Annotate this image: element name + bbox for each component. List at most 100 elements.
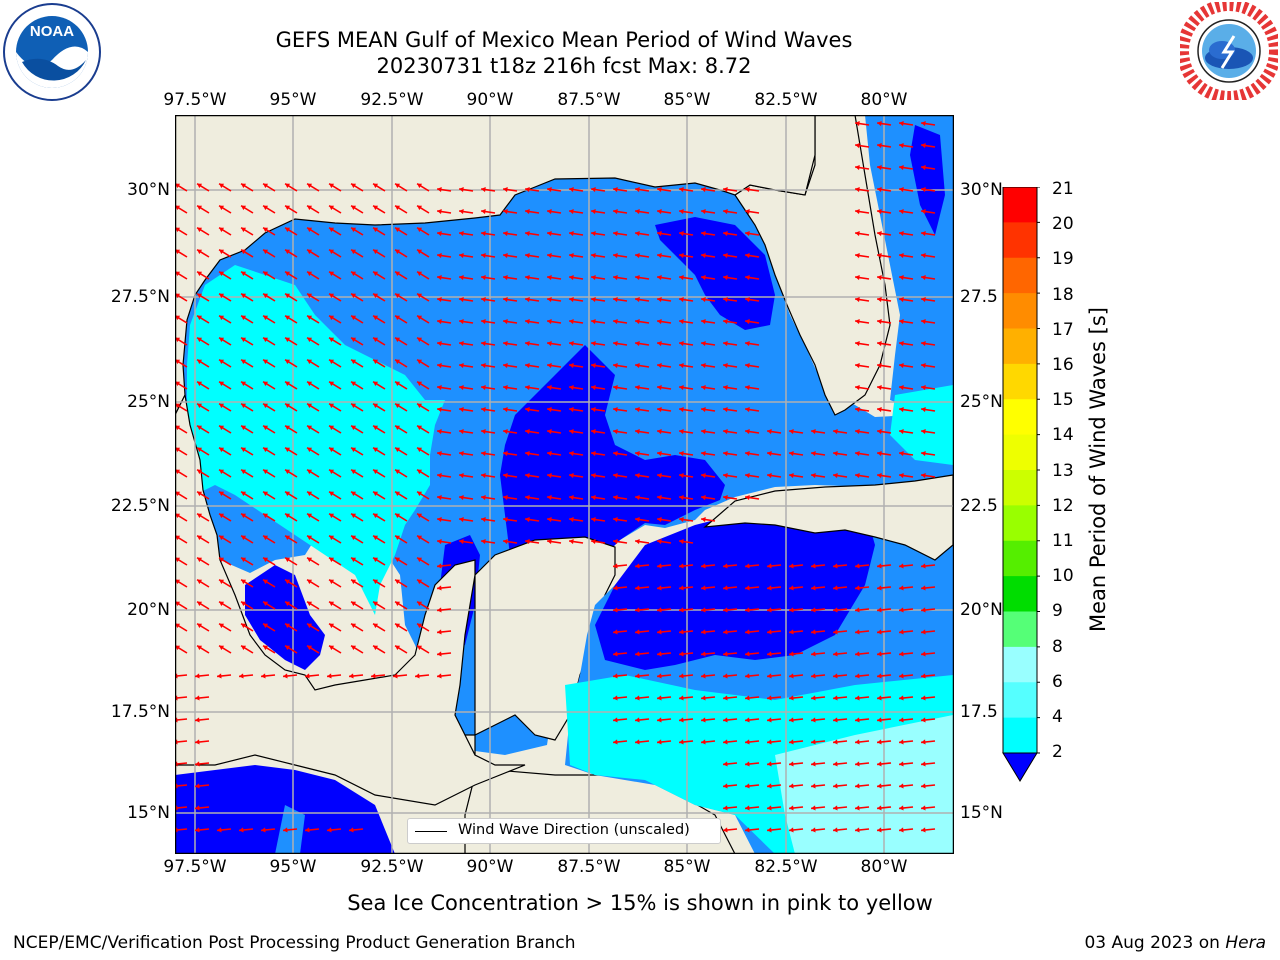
wind-arrow-head [437, 673, 442, 679]
wind-arrow-head [329, 403, 335, 409]
wind-arrow-head [437, 318, 442, 325]
wind-arrow-head [855, 340, 860, 347]
wind-arrow-head [789, 607, 794, 613]
wind-arrow-head [329, 381, 335, 387]
wind-arrow-head [723, 450, 728, 457]
wind-arrow-head [395, 425, 401, 431]
wind-arrow-head [525, 538, 530, 545]
lon-label-top: 97.5°W [163, 90, 227, 110]
wind-arrow-head [767, 761, 772, 767]
wind-arrow-head [285, 557, 291, 563]
wind-arrow-head [197, 579, 203, 585]
wind-arrow-head [767, 450, 772, 457]
wind-arrow-head [635, 428, 640, 435]
wind-arrow-head [701, 494, 706, 501]
wind-arrow-head [307, 337, 313, 343]
wind-arrow-head [219, 645, 225, 651]
wind-arrow-head [307, 227, 313, 233]
gulf-deep-sw [245, 565, 325, 670]
wind-arrow-head [745, 274, 750, 281]
mexico-land [175, 393, 526, 806]
wind-arrow-head [503, 230, 508, 237]
wind-arrow-head [175, 557, 181, 563]
wind-arrow-head [635, 230, 640, 237]
wind-arrow-head [175, 623, 181, 629]
lon-label-bottom: 97.5°W [163, 857, 227, 877]
wind-arrow-head [373, 623, 379, 629]
lat-label-right: 25°N [960, 392, 1003, 412]
wind-arrow-head [921, 186, 926, 193]
wind-arrow-head [701, 274, 706, 281]
wind-arrow-head [679, 563, 684, 569]
wind-arrow-head [417, 447, 423, 453]
wind-arrow-head [175, 535, 181, 541]
wind-arrow-head [767, 428, 772, 435]
wind-arrow-head [197, 491, 203, 497]
wind-arrow-head [285, 315, 291, 321]
wind-arrow-head [745, 186, 750, 193]
wind-arrow-head [745, 406, 750, 413]
lat-label-left: 30°N [127, 180, 170, 200]
wind-arrow-head [395, 579, 401, 585]
wind-arrow-head [899, 783, 904, 789]
wind-arrow-head [855, 585, 860, 591]
wind-arrow-head [373, 227, 379, 233]
caribbean-light [775, 715, 953, 854]
wind-arrow-head [635, 651, 640, 657]
wind-arrow-head [855, 230, 860, 237]
wind-arrow-head [767, 585, 772, 591]
yucatan-peninsula [434, 536, 736, 854]
colorbar-segment [1003, 399, 1037, 436]
wind-arrow-head [349, 673, 354, 679]
wind-arrow-head [503, 538, 508, 545]
wind-arrow-head [877, 761, 882, 767]
wind-arrow-head [481, 450, 486, 457]
wind-arrow-head [459, 494, 464, 501]
wind-arrow-head [481, 230, 486, 237]
wind-arrow-head [241, 491, 247, 497]
lat-label-right: 20°N [960, 600, 1003, 620]
wind-arrow-head [547, 208, 552, 215]
wind-arrow-head [547, 428, 552, 435]
wind-arrow-head [547, 450, 552, 457]
wind-arrow-head [723, 362, 728, 369]
wind-arrow-head [395, 491, 401, 497]
wind-arrow-head [459, 384, 464, 391]
wind-arrow-head [921, 208, 926, 215]
wind-arrow-head [417, 513, 423, 519]
wind-arrow-head [285, 623, 291, 629]
wind-arrow-head [855, 673, 860, 679]
wind-arrow-head [877, 362, 882, 369]
wind-arrow-head [195, 783, 200, 789]
wind-arrow-head [657, 739, 662, 745]
wind-arrow-head [877, 142, 882, 149]
wind-arrow-head [745, 318, 750, 325]
colorbar-extend-arrow [1002, 752, 1038, 782]
wind-arrow-head [569, 450, 574, 457]
colorbar-tick: 17 [1052, 320, 1074, 340]
wind-arrow-head [591, 252, 596, 259]
wind-arrow-head [459, 186, 464, 193]
wind-arrow-head [745, 230, 750, 237]
wind-arrow-head [613, 516, 618, 523]
colorbar-tick: 10 [1052, 566, 1074, 586]
wind-arrow-head [459, 428, 464, 435]
wind-arrow-head [921, 563, 926, 569]
wind-arrow-head [591, 538, 596, 545]
wind-arrow-head [613, 472, 618, 479]
wind-arrow-head [723, 607, 728, 613]
wind-arrow-head [175, 359, 181, 365]
wind-arrow-head [373, 315, 379, 321]
wind-arrow-head [307, 535, 313, 541]
wind-arrow-head [899, 142, 904, 149]
wind-arrow-head [503, 406, 508, 413]
legend-line [415, 831, 447, 832]
wind-arrow-head [679, 472, 684, 479]
wind-arrow-head [833, 805, 838, 811]
wind-arrow-head [327, 827, 332, 833]
wind-arrow-head [329, 469, 335, 475]
wind-arrow-head [855, 739, 860, 745]
wind-arrow-head [635, 340, 640, 347]
wind-arrow-head [241, 469, 247, 475]
wind-arrow-head [723, 827, 728, 833]
